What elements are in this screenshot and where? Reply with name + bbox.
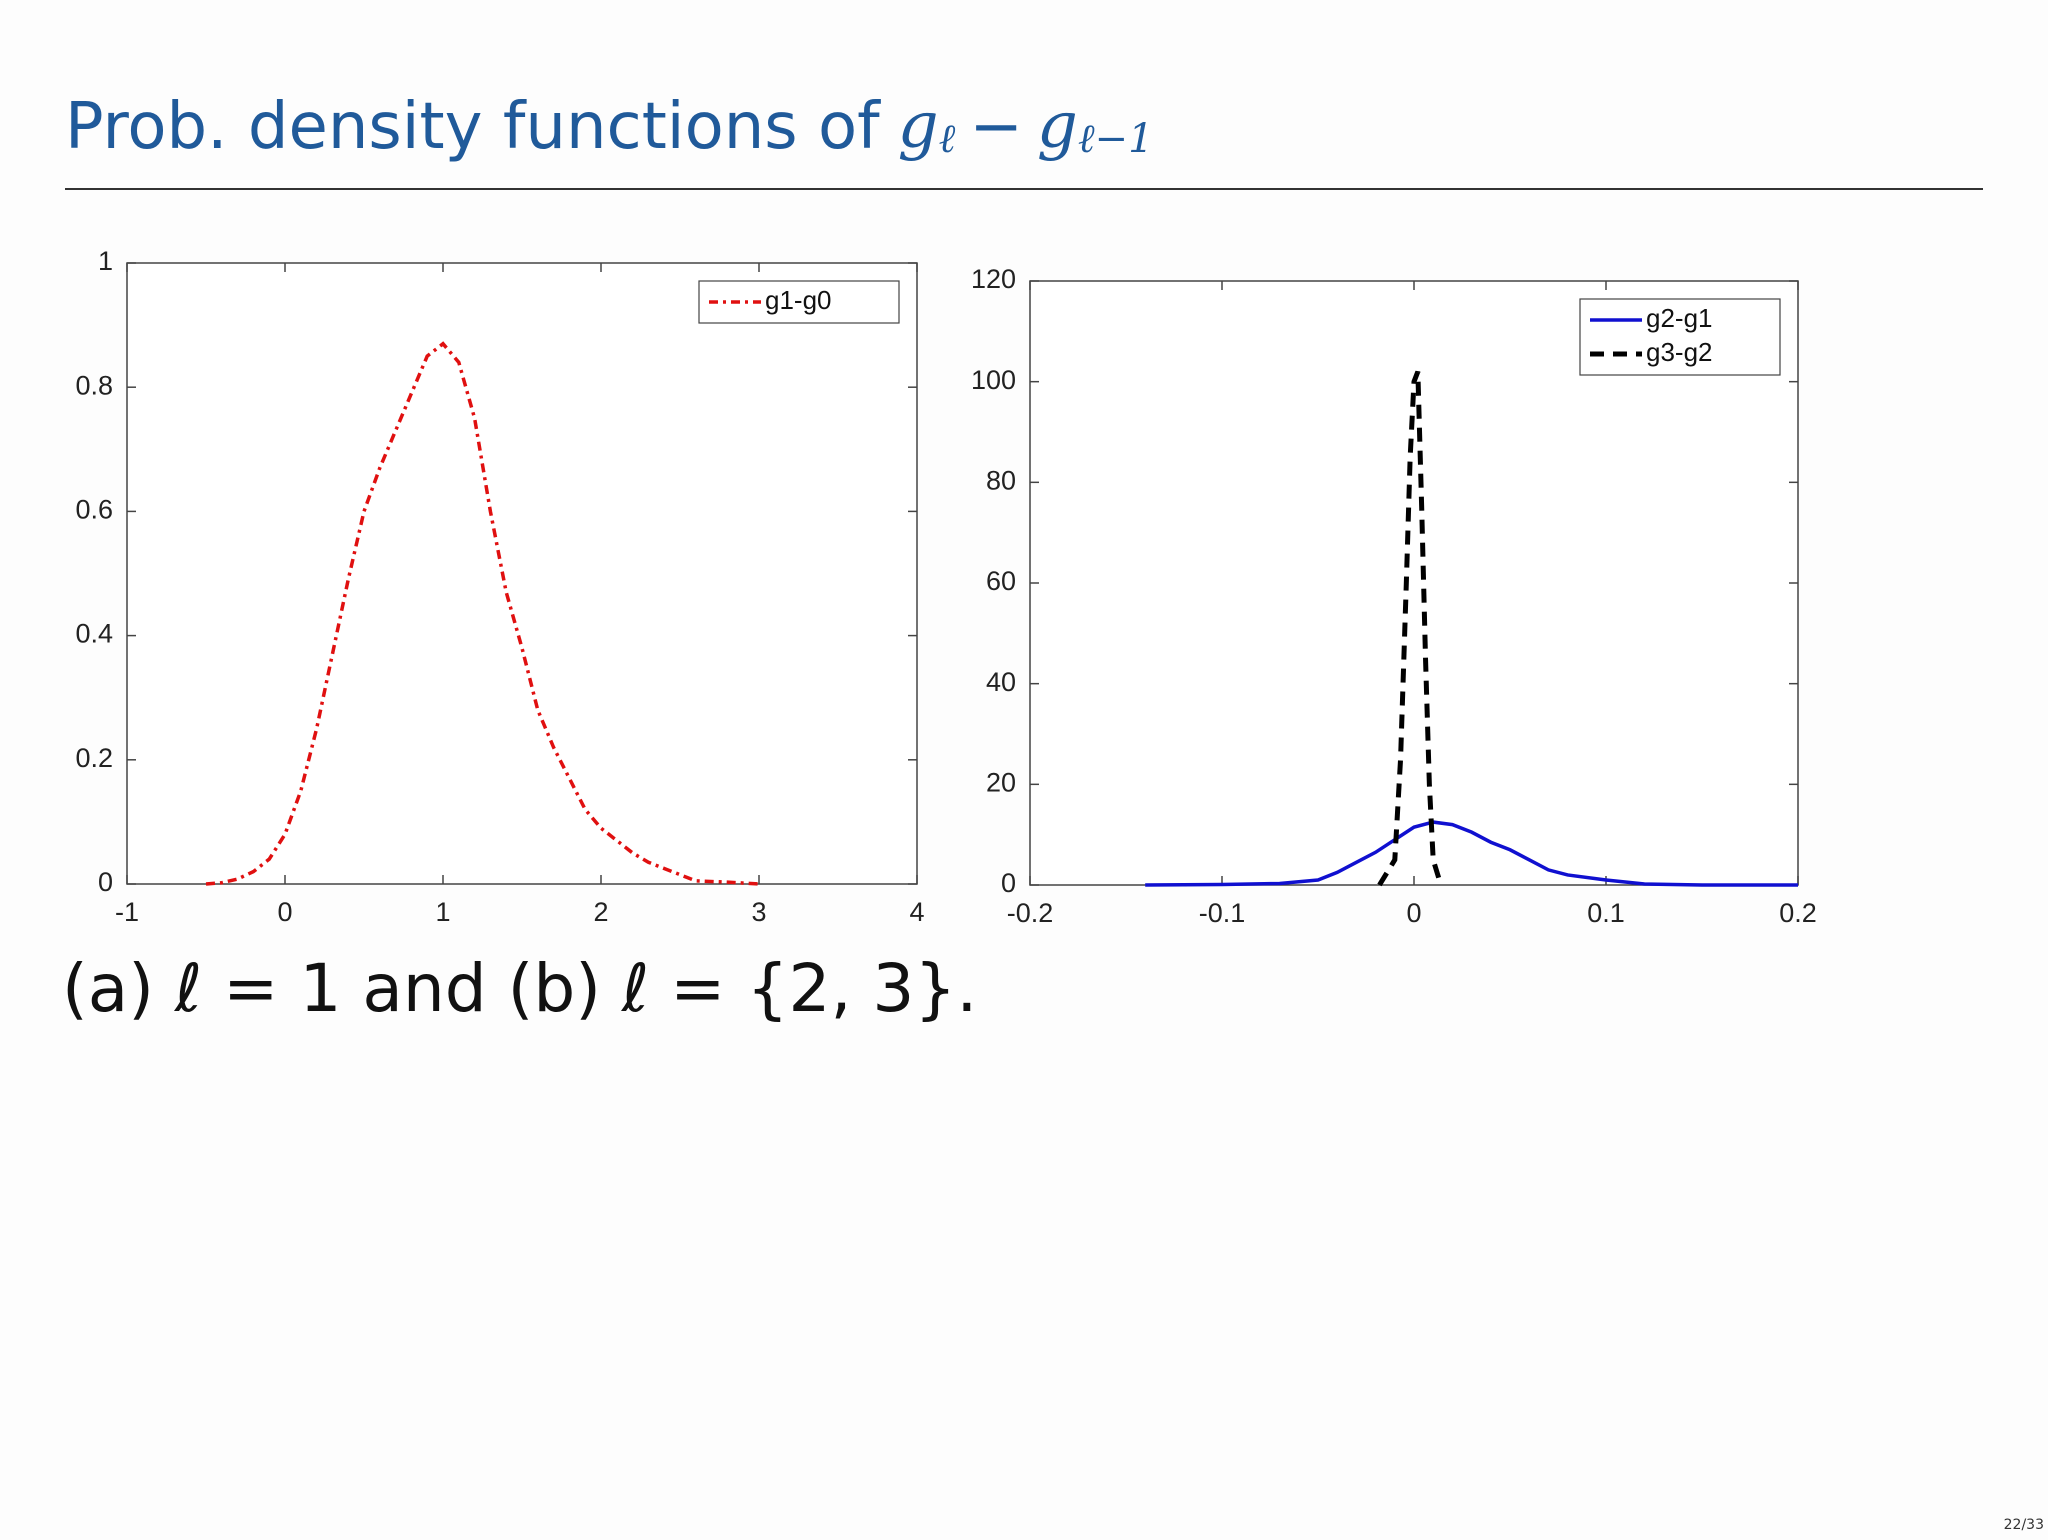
y-tick-label: 1 bbox=[98, 246, 113, 276]
caption: (a) ℓ = 1 and (b) ℓ = {2, 3}. bbox=[62, 950, 977, 1027]
title-text: Prob. density functions of bbox=[65, 90, 881, 164]
y-tick-label: 40 bbox=[986, 667, 1016, 697]
series-line bbox=[1377, 370, 1444, 887]
x-tick-label: -0.1 bbox=[1199, 898, 1246, 928]
x-tick-label: 1 bbox=[435, 897, 450, 927]
y-tick-label: 80 bbox=[986, 465, 1016, 495]
x-tick-label: -0.2 bbox=[1007, 898, 1054, 928]
legend-box bbox=[1579, 298, 1781, 376]
plot-frame bbox=[126, 262, 918, 885]
y-tick-label: 20 bbox=[986, 767, 1016, 797]
formula-part: − bbox=[969, 90, 1023, 164]
x-tick-label: 0.1 bbox=[1587, 898, 1625, 928]
x-tick-label: 0 bbox=[1406, 898, 1421, 928]
x-tick-label: 2 bbox=[593, 897, 608, 927]
y-tick-label: 120 bbox=[971, 264, 1016, 294]
legend-label: g1-g0 bbox=[765, 285, 832, 315]
x-tick-label: 3 bbox=[751, 897, 766, 927]
y-tick-label: 0.4 bbox=[75, 619, 113, 649]
x-tick-label: -1 bbox=[115, 897, 139, 927]
x-tick-label: 4 bbox=[909, 897, 924, 927]
y-tick-label: 60 bbox=[986, 566, 1016, 596]
legend-label: g3-g2 bbox=[1646, 337, 1713, 367]
x-tick-label: 0 bbox=[277, 897, 292, 927]
y-tick-label: 0 bbox=[1001, 868, 1016, 898]
x-tick-label: 0.2 bbox=[1779, 898, 1817, 928]
y-tick-label: 0 bbox=[98, 867, 113, 897]
y-tick-label: 0.2 bbox=[75, 743, 113, 773]
page-number: 22/33 bbox=[2004, 1517, 2044, 1533]
y-tick-label: 0.6 bbox=[75, 495, 113, 525]
formula-part: g bbox=[1037, 89, 1078, 163]
formula-part: ℓ−1 bbox=[1078, 116, 1154, 162]
y-tick-label: 0.8 bbox=[75, 370, 113, 400]
series-line bbox=[1145, 820, 1798, 887]
slide-title: Prob. density functions of gℓ − gℓ−1 bbox=[65, 89, 1154, 164]
formula-part: g bbox=[898, 89, 939, 163]
formula-part: ℓ bbox=[939, 116, 956, 162]
y-tick-label: 100 bbox=[971, 365, 1016, 395]
legend-label: g2-g1 bbox=[1646, 303, 1713, 333]
